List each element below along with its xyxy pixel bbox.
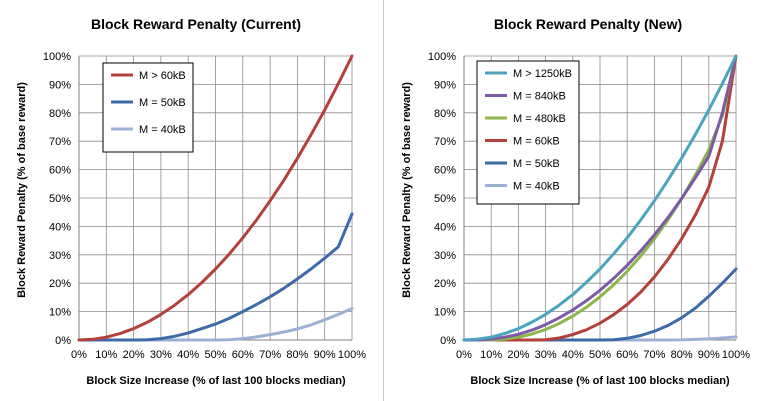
x-tick-label: 10% — [95, 349, 117, 361]
ticks-new: 0% 10% 20% 30% 40% 50% 60% 70% 80% 90% 100%0%10%20… — [428, 51, 750, 361]
x-tick-label: 20% — [507, 349, 529, 361]
y-tick-label: 80% — [434, 108, 456, 120]
y-tick-label: 70% — [49, 136, 71, 148]
y-axis-label-current: Block Reward Penalty (% of base reward) — [16, 82, 28, 298]
series-line-1 — [462, 54, 738, 342]
x-tick-label: 0% — [71, 349, 87, 361]
y-tick-label: 30% — [49, 250, 71, 262]
x-axis-label-new: Block Size Increase (% of last 100 block… — [470, 375, 730, 387]
y-tick-label: 50% — [49, 193, 71, 205]
x-tick-label: 100% — [722, 349, 750, 361]
legend-current: M > 60kB M = 50kB M = 40kB — [102, 62, 194, 153]
legend-box — [102, 62, 194, 153]
legend-label: M = 60kB — [513, 136, 560, 148]
x-tick-label: 40% — [562, 349, 584, 361]
y-tick-label: 10% — [49, 307, 71, 319]
x-tick-label: 70% — [643, 349, 665, 361]
x-tick-label: 80% — [671, 349, 693, 361]
series-line-2 — [77, 212, 354, 342]
chart-panel-current: Block Reward Penalty (Current) Block Siz… — [0, 0, 384, 401]
x-axis-label-current: Block Size Increase (% of last 100 block… — [86, 375, 346, 387]
y-axis-label-new: Block Reward Penalty (% of base reward) — [401, 82, 413, 298]
series-line-3 — [77, 307, 354, 342]
x-tick-label: 0% — [456, 349, 472, 361]
x-tick-label: 80% — [286, 349, 308, 361]
legend-new: M > 1250kB M = 840kB M = 480kB M = 60kB M = … — [476, 60, 580, 205]
y-tick-label: 30% — [434, 250, 456, 262]
legend-box — [476, 60, 580, 205]
y-tick-label: 60% — [49, 165, 71, 177]
legend-label: M = 40kB — [513, 181, 560, 193]
chart-new-svg: Block Reward Penalty (New) Block Size In… — [401, 16, 750, 387]
x-tick-label: 70% — [259, 349, 281, 361]
x-tick-label: 40% — [177, 349, 199, 361]
series-line-5 — [462, 267, 738, 342]
y-tick-label: 10% — [434, 307, 456, 319]
x-tick-label: 90% — [314, 349, 336, 361]
chart-title-current: Block Reward Penalty (Current) — [91, 16, 301, 32]
x-tick-label: 90% — [698, 349, 720, 361]
x-tick-label: 30% — [535, 349, 557, 361]
x-tick-label: 100% — [338, 349, 366, 361]
y-tick-label: 60% — [434, 165, 456, 177]
chart-title-new: Block Reward Penalty (New) — [494, 16, 682, 32]
series-line-4 — [462, 54, 738, 342]
legend-label: M = 50kB — [513, 158, 560, 170]
chart-panel-new: Block Reward Penalty (New) Block Size In… — [384, 0, 769, 401]
x-tick-label: 30% — [150, 349, 172, 361]
y-tick-label: 100% — [43, 51, 71, 63]
series-line-1 — [77, 54, 354, 342]
ticks-current: 0% 10% 20% 30% 40% 50% 60% 70% 80% 90% 100%0%10%20… — [43, 51, 366, 361]
plot-lines-current — [77, 54, 354, 342]
chart-current-svg: Block Reward Penalty (Current) Block Siz… — [16, 16, 366, 387]
y-tick-label: 90% — [49, 79, 71, 91]
legend-label: M = 480kB — [513, 113, 566, 125]
y-tick-label: 90% — [434, 79, 456, 91]
y-tick-label: 0% — [55, 335, 71, 347]
y-tick-label: 100% — [428, 51, 456, 63]
legend-label: M = 50kB — [139, 97, 186, 109]
series-line-6 — [462, 335, 738, 342]
legend-label: M = 840kB — [513, 91, 566, 103]
y-tick-label: 20% — [49, 278, 71, 290]
y-tick-label: 50% — [434, 193, 456, 205]
x-tick-label: 60% — [616, 349, 638, 361]
series-line-2 — [462, 54, 738, 342]
x-tick-label: 50% — [589, 349, 611, 361]
x-tick-label: 60% — [232, 349, 254, 361]
plot-lines-new — [462, 54, 738, 342]
legend-label: M = 40kB — [139, 124, 186, 136]
y-tick-label: 20% — [434, 278, 456, 290]
legend-label: M > 60kB — [139, 70, 186, 82]
y-tick-label: 0% — [440, 335, 456, 347]
y-tick-label: 40% — [434, 221, 456, 233]
y-tick-label: 70% — [434, 136, 456, 148]
x-tick-label: 10% — [480, 349, 502, 361]
legend-label: M > 1250kB — [513, 68, 572, 80]
y-tick-label: 40% — [49, 221, 71, 233]
x-tick-label: 20% — [123, 349, 145, 361]
x-tick-label: 50% — [204, 349, 226, 361]
y-tick-label: 80% — [49, 108, 71, 120]
